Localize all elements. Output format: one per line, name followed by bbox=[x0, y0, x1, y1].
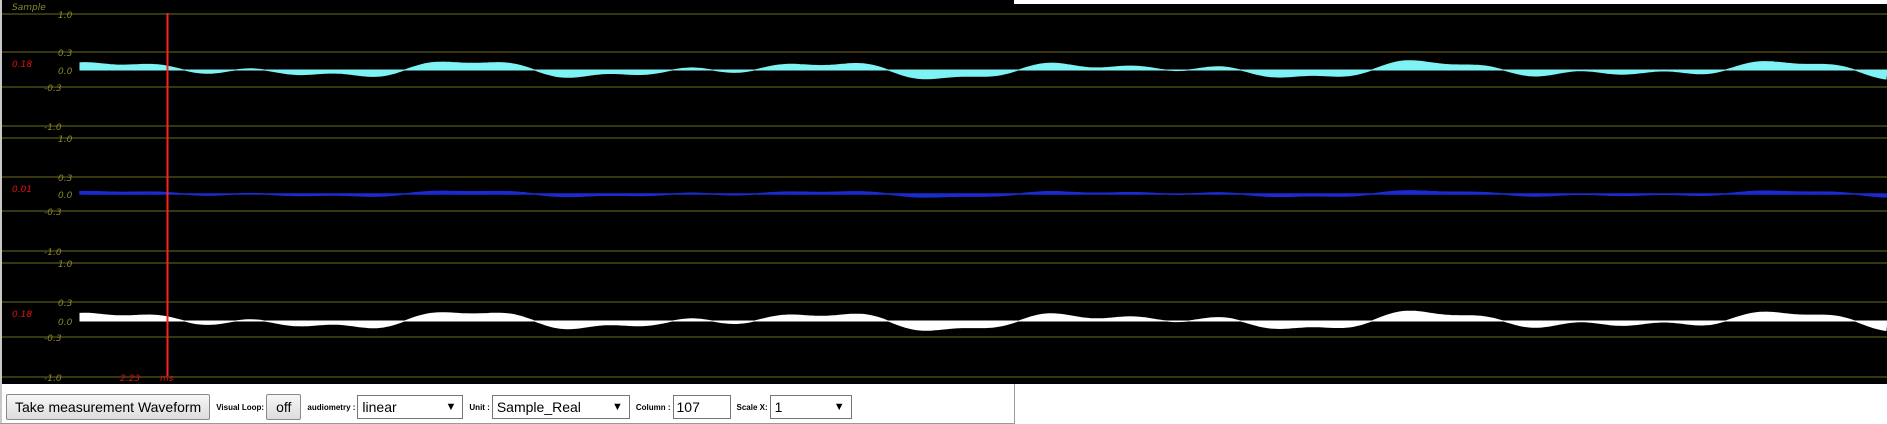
axis-tick-label: 0.0 bbox=[58, 67, 73, 77]
audiometry-label: audiometry : bbox=[307, 402, 356, 412]
oscilloscope-display[interactable]: Sample 1.0 0.3 0.0 -0.3 -1.0 0.18 1.0 0.3 0.0 -0.3… bbox=[0, 0, 1887, 384]
axis-tick-label: -0.3 bbox=[44, 334, 62, 344]
channel-readout: 0.01 bbox=[12, 185, 32, 195]
axis-tick-label: 0.3 bbox=[58, 174, 73, 184]
axis-tick-label: 0.0 bbox=[58, 191, 73, 201]
channel-readout: 0.18 bbox=[12, 60, 32, 70]
unit-label: Unit : bbox=[469, 402, 490, 412]
waveform-channel-1 bbox=[79, 60, 1887, 80]
waveform-channel-2 bbox=[79, 190, 1887, 198]
audiometry-value: linear bbox=[362, 399, 397, 415]
left-border bbox=[0, 0, 2, 424]
axis-tick-label: 1.0 bbox=[58, 11, 73, 21]
visual-loop-toggle[interactable]: off bbox=[266, 394, 302, 420]
cursor-time-unit: ms bbox=[160, 374, 174, 384]
waveform-canvas[interactable]: Sample 1.0 0.3 0.0 -0.3 -1.0 0.18 1.0 0.3 0.0 -0.3… bbox=[0, 0, 1887, 384]
column-label: Column : bbox=[635, 402, 671, 412]
cursor-time-readout: 2.23 bbox=[120, 374, 140, 384]
scale-x-value: 1 bbox=[774, 399, 783, 415]
scope-header-label: Sample bbox=[12, 3, 46, 13]
chevron-down-icon: ▼ bbox=[833, 401, 845, 413]
take-measurement-button[interactable]: Take measurement Waveform bbox=[6, 394, 211, 420]
panel-border bbox=[1014, 384, 1015, 424]
column-input[interactable] bbox=[672, 395, 731, 419]
waveform-channel-3 bbox=[79, 310, 1887, 332]
audiometry-select[interactable]: linear ▼ bbox=[357, 395, 464, 419]
channel-readout: 0.18 bbox=[12, 310, 32, 320]
axis-tick-label: 0.3 bbox=[58, 299, 73, 309]
scale-x-label: Scale X: bbox=[736, 402, 768, 412]
visual-loop-label: Visual Loop: bbox=[216, 402, 265, 412]
scale-x-select[interactable]: 1 ▼ bbox=[769, 395, 852, 419]
axis-tick-label: 0.0 bbox=[58, 318, 73, 328]
chevron-down-icon: ▼ bbox=[445, 401, 457, 413]
unit-value: Sample_Real bbox=[496, 399, 581, 415]
axis-tick-label: -0.3 bbox=[44, 84, 62, 94]
unit-select[interactable]: Sample_Real ▼ bbox=[491, 395, 630, 419]
axis-tick-label: 1.0 bbox=[58, 135, 73, 145]
chevron-down-icon: ▼ bbox=[611, 401, 623, 413]
axis-tick-label: 0.3 bbox=[58, 49, 73, 59]
axis-tick-label: -1.0 bbox=[44, 374, 62, 384]
axis-tick-label: -0.3 bbox=[44, 208, 62, 218]
axis-tick-label: -1.0 bbox=[44, 248, 62, 258]
axis-tick-label: -1.0 bbox=[44, 123, 62, 133]
top-right-gap bbox=[1014, 0, 1887, 4]
axis-tick-label: 1.0 bbox=[58, 260, 73, 270]
toolbar: Take measurement Waveform Visual Loop: o… bbox=[6, 394, 1006, 420]
